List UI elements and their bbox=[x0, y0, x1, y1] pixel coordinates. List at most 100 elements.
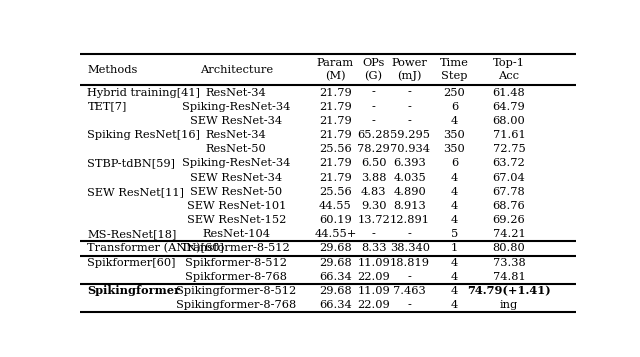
Text: 5: 5 bbox=[451, 229, 458, 239]
Text: 64.79: 64.79 bbox=[493, 102, 525, 112]
Text: SEW ResNet-34: SEW ResNet-34 bbox=[190, 116, 282, 126]
Text: -: - bbox=[372, 87, 376, 97]
Text: 22.09: 22.09 bbox=[357, 272, 390, 282]
Text: 4: 4 bbox=[451, 201, 458, 211]
Text: 44.55+: 44.55+ bbox=[314, 229, 356, 239]
Text: 66.34: 66.34 bbox=[319, 300, 352, 310]
Text: Param
(M): Param (M) bbox=[317, 58, 354, 81]
Text: 44.55: 44.55 bbox=[319, 201, 352, 211]
Text: 4.890: 4.890 bbox=[394, 187, 426, 197]
Text: 6.393: 6.393 bbox=[394, 159, 426, 169]
Text: 21.79: 21.79 bbox=[319, 102, 352, 112]
Text: STBP-tdBN[59]: STBP-tdBN[59] bbox=[88, 159, 175, 169]
Text: 4: 4 bbox=[451, 215, 458, 225]
Text: 350: 350 bbox=[444, 144, 465, 154]
Text: 63.72: 63.72 bbox=[493, 159, 525, 169]
Text: -: - bbox=[408, 300, 412, 310]
Text: Spikformer-8-512: Spikformer-8-512 bbox=[185, 258, 287, 268]
Text: 29.68: 29.68 bbox=[319, 258, 352, 268]
Text: SEW ResNet-101: SEW ResNet-101 bbox=[186, 201, 286, 211]
Text: Spiking ResNet[16]: Spiking ResNet[16] bbox=[88, 130, 200, 140]
Text: SEW ResNet-50: SEW ResNet-50 bbox=[190, 187, 282, 197]
Text: 71.61: 71.61 bbox=[493, 130, 525, 140]
Text: MS-ResNet[18]: MS-ResNet[18] bbox=[88, 229, 177, 239]
Text: 67.04: 67.04 bbox=[493, 172, 525, 182]
Text: ing: ing bbox=[500, 300, 518, 310]
Text: SEW ResNet-34: SEW ResNet-34 bbox=[190, 172, 282, 182]
Text: 21.79: 21.79 bbox=[319, 159, 352, 169]
Text: 61.48: 61.48 bbox=[493, 87, 525, 97]
Text: 74.79(+1.41): 74.79(+1.41) bbox=[467, 286, 551, 296]
Text: 74.21: 74.21 bbox=[493, 229, 525, 239]
Text: Spiking-ResNet-34: Spiking-ResNet-34 bbox=[182, 159, 291, 169]
Text: Transformer (ANN)[60]: Transformer (ANN)[60] bbox=[88, 243, 224, 253]
Text: 78.29: 78.29 bbox=[357, 144, 390, 154]
Text: -: - bbox=[408, 87, 412, 97]
Text: Top-1
Acc: Top-1 Acc bbox=[493, 59, 525, 81]
Text: 3.88: 3.88 bbox=[361, 172, 387, 182]
Text: 72.75: 72.75 bbox=[493, 144, 525, 154]
Text: Architecture: Architecture bbox=[200, 65, 273, 75]
Text: 38.340: 38.340 bbox=[390, 243, 430, 253]
Text: 250: 250 bbox=[444, 87, 465, 97]
Text: Spikingformer-8-512: Spikingformer-8-512 bbox=[176, 286, 296, 296]
Text: Power
(mJ): Power (mJ) bbox=[392, 58, 428, 81]
Text: Spikformer-8-768: Spikformer-8-768 bbox=[185, 272, 287, 282]
Text: 68.76: 68.76 bbox=[493, 201, 525, 211]
Text: 8.913: 8.913 bbox=[394, 201, 426, 211]
Text: 4: 4 bbox=[451, 172, 458, 182]
Text: ResNet-50: ResNet-50 bbox=[206, 144, 267, 154]
Text: 8.33: 8.33 bbox=[361, 243, 387, 253]
Text: 29.68: 29.68 bbox=[319, 286, 352, 296]
Text: 59.295: 59.295 bbox=[390, 130, 430, 140]
Text: 13.72: 13.72 bbox=[357, 215, 390, 225]
Text: 4.83: 4.83 bbox=[361, 187, 387, 197]
Text: TET[7]: TET[7] bbox=[88, 102, 127, 112]
Text: 6: 6 bbox=[451, 102, 458, 112]
Text: -: - bbox=[372, 102, 376, 112]
Text: Spikingformer-8-768: Spikingformer-8-768 bbox=[176, 300, 296, 310]
Text: Time
Step: Time Step bbox=[440, 59, 469, 81]
Text: 22.09: 22.09 bbox=[357, 300, 390, 310]
Text: 11.09: 11.09 bbox=[357, 258, 390, 268]
Text: 25.56: 25.56 bbox=[319, 187, 352, 197]
Text: ResNet-104: ResNet-104 bbox=[202, 229, 270, 239]
Text: -: - bbox=[408, 229, 412, 239]
Text: 29.68: 29.68 bbox=[319, 243, 352, 253]
Text: Spiking-ResNet-34: Spiking-ResNet-34 bbox=[182, 102, 291, 112]
Text: 67.78: 67.78 bbox=[493, 187, 525, 197]
Text: ResNet-34: ResNet-34 bbox=[206, 87, 267, 97]
Text: 7.463: 7.463 bbox=[394, 286, 426, 296]
Text: 18.819: 18.819 bbox=[390, 258, 430, 268]
Text: -: - bbox=[408, 116, 412, 126]
Text: 4: 4 bbox=[451, 286, 458, 296]
Text: 4: 4 bbox=[451, 116, 458, 126]
Text: 1: 1 bbox=[451, 243, 458, 253]
Text: Hybrid training[41]: Hybrid training[41] bbox=[88, 87, 200, 97]
Text: 6: 6 bbox=[451, 159, 458, 169]
Text: 60.19: 60.19 bbox=[319, 215, 352, 225]
Text: 65.28: 65.28 bbox=[357, 130, 390, 140]
Text: 73.38: 73.38 bbox=[493, 258, 525, 268]
Text: Spikingformer: Spikingformer bbox=[88, 286, 180, 296]
Text: 21.79: 21.79 bbox=[319, 172, 352, 182]
Text: -: - bbox=[408, 102, 412, 112]
Text: SEW ResNet[11]: SEW ResNet[11] bbox=[88, 187, 184, 197]
Text: -: - bbox=[372, 229, 376, 239]
Text: -: - bbox=[372, 116, 376, 126]
Text: 4.035: 4.035 bbox=[394, 172, 426, 182]
Text: 74.81: 74.81 bbox=[493, 272, 525, 282]
Text: 4: 4 bbox=[451, 258, 458, 268]
Text: 69.26: 69.26 bbox=[493, 215, 525, 225]
Text: -: - bbox=[408, 272, 412, 282]
Text: SEW ResNet-152: SEW ResNet-152 bbox=[186, 215, 286, 225]
Text: 4: 4 bbox=[451, 300, 458, 310]
Text: 12.891: 12.891 bbox=[390, 215, 430, 225]
Text: 21.79: 21.79 bbox=[319, 130, 352, 140]
Text: 11.09: 11.09 bbox=[357, 286, 390, 296]
Text: 350: 350 bbox=[444, 130, 465, 140]
Text: 80.80: 80.80 bbox=[493, 243, 525, 253]
Text: 25.56: 25.56 bbox=[319, 144, 352, 154]
Text: OPs
(G): OPs (G) bbox=[362, 58, 385, 81]
Text: 4: 4 bbox=[451, 272, 458, 282]
